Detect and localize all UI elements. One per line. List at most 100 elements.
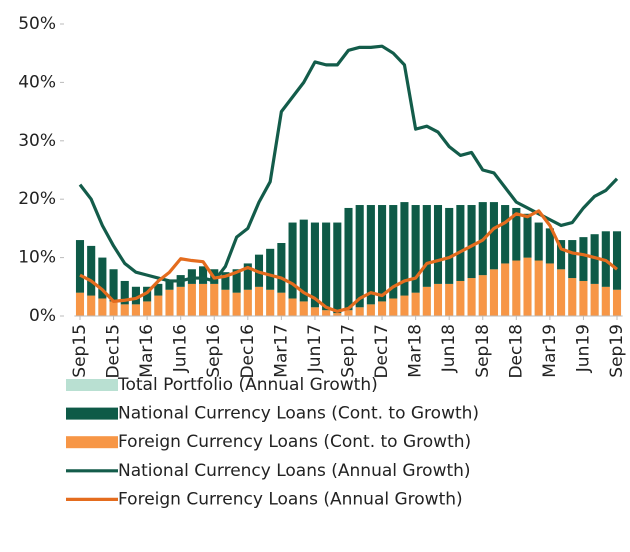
- stacked-bar: [478, 275, 487, 316]
- stacked-bar: [243, 263, 252, 290]
- stacked-bar: [433, 283, 443, 316]
- stacked-bar: [176, 286, 185, 316]
- x-tick-label: Jun16: [171, 324, 191, 373]
- legend-label: National Currency Loans (Cont. to Growth…: [118, 404, 479, 424]
- stacked-bar: [489, 202, 498, 270]
- stacked-bar: [199, 283, 208, 316]
- stacked-bar: [154, 283, 163, 296]
- stacked-bar: [221, 272, 230, 290]
- stacked-bar: [120, 280, 129, 305]
- stacked-bar: [75, 240, 85, 293]
- x-tick-label: Mar19: [540, 324, 560, 378]
- stacked-bar: [310, 307, 319, 316]
- x-tick-label: Dec16: [238, 324, 258, 379]
- x-tick-label: Dec18: [506, 324, 526, 379]
- stacked-bar: [501, 205, 510, 264]
- stacked-bar: [568, 240, 577, 279]
- y-tick-label: 40%: [18, 72, 56, 92]
- stacked-bar: [154, 295, 163, 316]
- line: [79, 209, 618, 313]
- stacked-bar: [545, 228, 554, 264]
- y-tick-label: 10%: [18, 248, 56, 268]
- stacked-bar: [333, 222, 342, 314]
- legend-swatch: [66, 407, 118, 420]
- stacked-bar: [590, 283, 599, 316]
- stacked-bar: [456, 205, 465, 281]
- y-tick-label: 50%: [18, 14, 56, 34]
- x-tick-label: Sep15: [70, 324, 90, 378]
- stacked-bar: [131, 286, 140, 305]
- stacked-bar: [456, 280, 465, 316]
- stacked-bar: [445, 283, 454, 316]
- stacked-bar: [389, 298, 398, 316]
- stacked-bar: [400, 202, 409, 296]
- stacked-bar: [143, 301, 152, 316]
- stacked-bar: [98, 298, 107, 316]
- stacked-bar: [433, 205, 443, 284]
- stacked-bar: [187, 283, 196, 316]
- stacked-bar: [557, 240, 566, 270]
- stacked-bar: [87, 295, 96, 316]
- stacked-bar: [120, 304, 129, 316]
- stacked-bar: [288, 222, 297, 299]
- x-tick-label: Sep17: [339, 324, 359, 378]
- x-tick-label: Dec15: [104, 324, 124, 379]
- stacked-bar: [400, 295, 409, 316]
- y-tick-label: 30%: [18, 131, 56, 151]
- stacked-bar: [568, 278, 577, 316]
- stacked-bar: [165, 280, 174, 290]
- x-tick-label: Mar17: [271, 324, 291, 378]
- stacked-bar: [299, 301, 308, 316]
- stacked-bar: [199, 266, 208, 284]
- stacked-bar: [501, 263, 510, 316]
- stacked-bar: [277, 243, 286, 293]
- stacked-bar: [411, 205, 420, 293]
- stacked-bar: [534, 260, 543, 316]
- x-tick-label: Sep16: [204, 324, 224, 378]
- legend-label: Foreign Currency Loans (Cont. to Growth): [118, 432, 471, 452]
- stacked-bar: [612, 231, 622, 290]
- x-tick-label: Mar16: [137, 324, 157, 378]
- stacked-bar: [75, 292, 85, 316]
- stacked-bar: [366, 304, 375, 316]
- legend-label: Foreign Currency Loans (Annual Growth): [118, 489, 463, 509]
- stacked-bar: [557, 269, 566, 316]
- stacked-bar: [579, 237, 588, 281]
- stacked-bar: [210, 283, 219, 316]
- stacked-bar: [545, 263, 554, 316]
- legend-swatch: [66, 436, 118, 449]
- stacked-bar: [422, 286, 431, 316]
- stacked-bar: [87, 245, 96, 296]
- stacked-bar: [266, 248, 275, 290]
- stacked-bar: [523, 213, 532, 258]
- stacked-bar: [277, 292, 286, 316]
- stacked-bar: [333, 313, 342, 316]
- line: [78, 44, 619, 283]
- stacked-bar: [322, 310, 331, 316]
- stacked-bar: [266, 289, 275, 316]
- stacked-bar: [378, 301, 387, 316]
- stacked-bar: [422, 205, 431, 287]
- stacked-bar: [310, 222, 319, 308]
- x-tick-label: Jun19: [573, 324, 593, 373]
- stacked-bar: [344, 310, 353, 316]
- stacked-bar: [523, 257, 532, 316]
- stacked-bar: [322, 222, 331, 311]
- legend-label: Total Portfolio (Annual Growth): [117, 375, 378, 395]
- stacked-bar: [467, 278, 476, 316]
- stacked-bar: [165, 289, 174, 316]
- stacked-bar: [445, 207, 454, 284]
- stacked-bar: [489, 269, 498, 316]
- x-tick-label: Dec17: [372, 324, 392, 379]
- stacked-bar: [288, 298, 297, 316]
- stacked-bar: [98, 257, 107, 299]
- stacked-bar: [601, 286, 610, 316]
- stacked-bar: [131, 304, 140, 316]
- stacked-bar: [109, 301, 118, 316]
- stacked-bar: [355, 307, 364, 316]
- x-tick-label: Sep19: [607, 324, 627, 378]
- y-tick-label: 20%: [18, 189, 56, 209]
- stacked-bar: [243, 289, 252, 316]
- x-tick-label: Sep18: [473, 324, 493, 378]
